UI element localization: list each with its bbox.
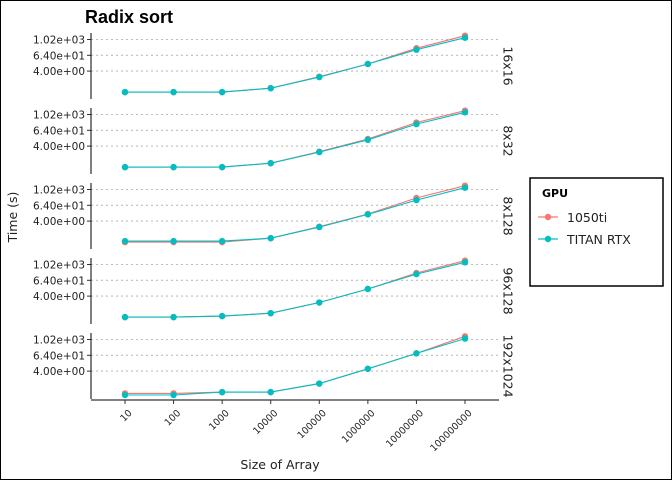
data-point (170, 237, 177, 245)
data-point (218, 88, 226, 96)
series-line-titan-rtx (125, 338, 466, 396)
data-point (170, 163, 177, 171)
facet-panel-16x16: 4.00e+00 6.40e+01 1.02e+03 16x16 (33, 32, 516, 99)
y-tick-label: 1.02e+03 (33, 334, 85, 346)
facet-panel-8x128: 4.00e+00 6.40e+01 1.02e+03 8x128 (33, 182, 516, 249)
x-tick-label: 100000000 (428, 408, 474, 454)
data-point (267, 388, 274, 396)
legend-key-point (544, 213, 552, 221)
y-tick-label: 1.02e+03 (33, 109, 85, 121)
series-line-1050ti (125, 35, 466, 93)
data-point (121, 88, 129, 96)
y-tick-label: 6.40e+01 (33, 50, 85, 62)
y-tick-label: 1.02e+03 (33, 34, 85, 46)
data-point (364, 365, 372, 372)
legend-box (529, 177, 664, 287)
data-point (170, 391, 177, 399)
x-tick-label: 10000 (251, 408, 280, 437)
facet-strip-label: 96x128 (501, 267, 516, 314)
legend-key-point (544, 235, 552, 243)
data-point (461, 335, 469, 342)
data-point (413, 270, 420, 278)
data-point (267, 234, 274, 242)
data-point (364, 211, 372, 218)
x-axis-label: Size of Array (240, 457, 320, 472)
legend-item-label: TITAN RTX (566, 232, 631, 247)
y-axis-label: Time (s) (5, 192, 20, 244)
y-tick-label: 4.00e+00 (33, 141, 85, 153)
y-tick-label: 6.40e+01 (33, 275, 85, 287)
data-point (218, 388, 226, 396)
series-line-titan-rtx (125, 111, 466, 168)
facet-strip-label: 192x1024 (501, 334, 516, 397)
series-line-1050ti (125, 335, 466, 394)
data-point (267, 309, 274, 317)
x-axis: 10 100 1000 10000 100000 1000000 10000000 10000… (91, 399, 499, 454)
series-line-titan-rtx (125, 187, 466, 242)
x-tick-label: 100 (163, 408, 184, 429)
legend-item-label: 1050ti (567, 210, 607, 225)
chart-title: Radix sort (85, 7, 173, 27)
x-tick-label: 1000000 (340, 408, 378, 446)
data-point (316, 380, 323, 387)
y-tick-label: 1.02e+03 (33, 184, 85, 196)
y-tick-label: 6.40e+01 (33, 200, 85, 212)
facet-strip-label: 8x128 (501, 196, 516, 235)
data-point (461, 34, 469, 41)
legend-title: GPU (542, 187, 568, 200)
x-tick-label: 100000 (296, 408, 329, 441)
y-tick-label: 4.00e+00 (33, 66, 85, 78)
data-point (413, 350, 420, 357)
y-tick-label: 1.02e+03 (33, 259, 85, 271)
series-line-titan-rtx (125, 37, 466, 93)
data-point (170, 313, 177, 321)
data-point (364, 285, 372, 293)
x-tick-label: 10 (118, 408, 134, 424)
data-point (461, 109, 469, 116)
y-tick-label: 6.40e+01 (33, 350, 85, 362)
series-line-1050ti (125, 185, 466, 243)
legend: GPU 1050ti TITAN RTX (529, 177, 664, 287)
data-point (267, 84, 274, 92)
y-tick-label: 4.00e+00 (33, 291, 85, 303)
data-point (461, 259, 469, 266)
data-point (121, 391, 129, 399)
y-tick-label: 4.00e+00 (33, 216, 85, 228)
data-point (316, 148, 323, 156)
facet-panels: 4.00e+00 6.40e+01 1.02e+03 16x16 4.00e+00 6.4… (33, 32, 516, 399)
data-point (316, 223, 323, 231)
data-point (461, 184, 469, 191)
data-point (218, 237, 226, 245)
series-line-1050ti (125, 260, 466, 318)
y-tick-label: 4.00e+00 (33, 366, 85, 378)
y-tick-label: 6.40e+01 (33, 125, 85, 137)
data-point (413, 196, 420, 204)
facet-panel-192x1024: 4.00e+00 6.40e+01 1.02e+03 192x1024 (33, 333, 516, 399)
data-point (413, 46, 420, 53)
facet-panel-96x128: 4.00e+00 6.40e+01 1.02e+03 96x128 (33, 257, 516, 324)
series-line-titan-rtx (125, 261, 466, 318)
data-point (121, 237, 129, 245)
data-point (170, 88, 177, 96)
data-point (267, 159, 274, 167)
data-point (218, 163, 226, 171)
x-tick-label: 1000 (207, 408, 232, 433)
facet-strip-label: 16x16 (501, 46, 516, 85)
series-line-1050ti (125, 110, 466, 168)
data-point (121, 163, 129, 171)
data-point (316, 299, 323, 306)
data-point (316, 73, 323, 81)
facet-strip-label: 8x32 (501, 125, 516, 156)
facet-panel-8x32: 4.00e+00 6.40e+01 1.02e+03 8x32 (33, 107, 516, 174)
data-point (413, 120, 420, 128)
data-point (218, 312, 226, 320)
data-point (364, 136, 372, 144)
legend-items: 1050ti TITAN RTX (538, 210, 631, 247)
data-point (364, 60, 372, 68)
data-point (121, 313, 129, 321)
x-tick-label: 10000000 (384, 408, 426, 450)
